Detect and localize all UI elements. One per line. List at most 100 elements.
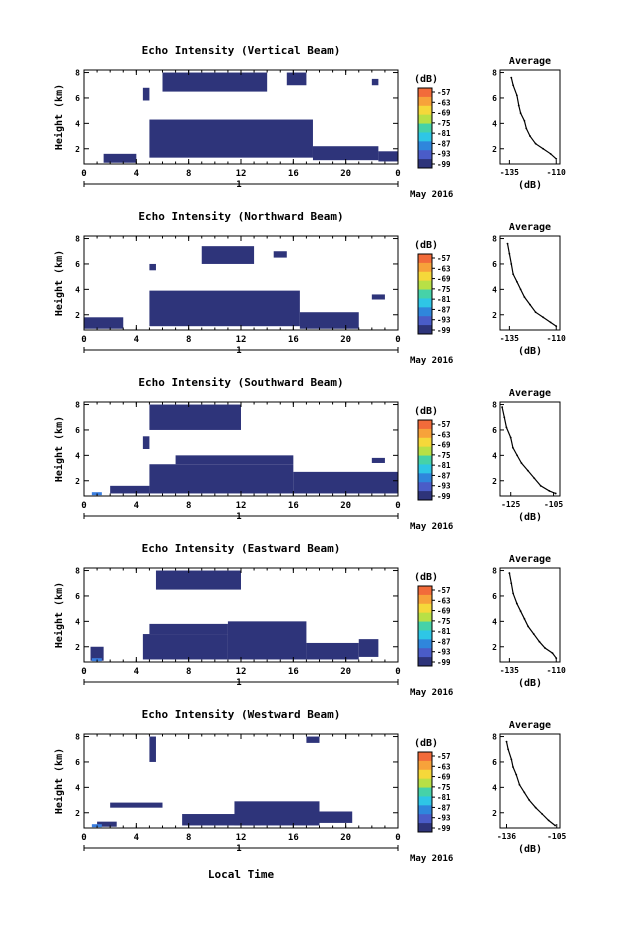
colorbar-tick-label: -87	[437, 139, 451, 148]
profile-point	[544, 647, 546, 649]
profile-point	[542, 147, 545, 150]
echo-block	[149, 119, 313, 158]
profile-point	[501, 406, 504, 408]
profile-x-tick-label: -136	[497, 832, 516, 841]
colorbar-tick-label: -69	[437, 109, 451, 118]
colorbar-tick-label: -93	[437, 814, 451, 823]
x-tick-label: 0	[395, 501, 400, 511]
colorbar-tick-label: -69	[437, 441, 451, 450]
colorbar-swatch	[418, 316, 432, 326]
x-tick-label: 0	[81, 833, 86, 843]
colorbar-tick-label: -81	[437, 129, 451, 138]
profile-point	[512, 84, 515, 87]
colorbar-tick-label: -93	[437, 648, 451, 657]
colorbar-swatch	[418, 787, 432, 797]
profile-point	[549, 152, 552, 155]
colorbar-swatch	[418, 132, 432, 142]
x-tick-label: 0	[395, 335, 400, 345]
x-tick-label: 16	[288, 335, 299, 345]
profile-point	[512, 766, 514, 768]
x-tick-label: 0	[395, 169, 400, 179]
profile-line	[510, 77, 557, 160]
echo-block	[149, 404, 241, 430]
x-tick-label: 0	[81, 335, 86, 345]
profile-point	[527, 625, 530, 628]
colorbar-swatch	[418, 307, 432, 317]
day-marker: 1	[236, 512, 241, 522]
x-tick-label: 12	[236, 335, 247, 345]
colorbar-swatch	[418, 464, 432, 474]
profile-point	[548, 490, 551, 492]
colorbar-tick-label: -87	[437, 471, 451, 480]
x-tick-label: 16	[288, 833, 299, 843]
colorbar-swatch	[418, 482, 432, 492]
y-tick-label: 2	[75, 809, 80, 818]
echo-block	[293, 471, 398, 494]
colorbar-swatch	[418, 823, 432, 833]
y-tick-label: 8	[75, 567, 80, 576]
profile-x-label: (dB)	[518, 678, 542, 689]
profile-x-tick-label: -135	[500, 666, 519, 675]
colorbar-tick-label: -99	[437, 492, 451, 501]
colorbar-tick-label: -63	[437, 264, 451, 273]
profile-point	[515, 602, 518, 605]
profile-x-tick-label: -110	[547, 168, 566, 177]
day-marker: 1	[236, 346, 241, 356]
colorbar-unit: (dB)	[414, 738, 438, 749]
echo-block	[142, 634, 228, 660]
y-tick-label: 6	[75, 260, 80, 269]
profile-x-label: (dB)	[518, 346, 542, 357]
x-tick-label: 20	[340, 833, 351, 843]
profile-point	[515, 773, 518, 776]
echo-block	[227, 621, 307, 660]
panel-title: Echo Intensity (Northward Beam)	[138, 210, 343, 223]
date-label: May 2016	[410, 522, 453, 532]
profile-point	[505, 740, 508, 743]
date-label: May 2016	[410, 190, 453, 200]
x-tick-label: 16	[288, 169, 299, 179]
colorbar-tick-label: -81	[437, 793, 451, 802]
x-tick-label: 20	[340, 169, 351, 179]
profile-y-tick-label: 8	[492, 401, 497, 410]
profile-point	[506, 242, 509, 245]
colorbar-tick-label: -81	[437, 295, 451, 304]
profile-point	[549, 321, 552, 324]
echo-block	[110, 485, 150, 494]
profile-point	[533, 477, 536, 480]
profile-point	[526, 469, 529, 472]
colorbar-swatch	[418, 455, 432, 465]
profile-point	[534, 806, 537, 809]
echo-block	[371, 457, 385, 463]
y-tick-label: 6	[75, 426, 80, 435]
colorbar-swatch	[418, 88, 432, 98]
day-marker: 1	[236, 180, 241, 190]
colorbar-frame	[417, 585, 433, 667]
profile-x-tick-label: -135	[500, 334, 519, 343]
y-axis-label: Height (km)	[53, 748, 65, 814]
colorbar-tick-label: -75	[437, 783, 451, 792]
x-tick-label: 12	[236, 501, 247, 511]
x-tick-label: 0	[81, 667, 86, 677]
panel-title: Echo Intensity (Southward Beam)	[138, 376, 343, 389]
colorbar-tick-label: -99	[437, 160, 451, 169]
colorbar-swatch	[418, 262, 432, 273]
colorbar-frame	[417, 253, 433, 335]
colorbar-swatch	[418, 446, 432, 457]
x-tick-label: 8	[186, 335, 191, 345]
day-marker: 1	[236, 844, 241, 854]
colorbar-tick-label: -87	[437, 305, 451, 314]
x-tick-label: 20	[340, 501, 351, 511]
colorbar-swatch	[418, 796, 432, 806]
y-axis-label: Height (km)	[53, 250, 65, 316]
profile-point	[554, 492, 557, 495]
colorbar-swatch	[418, 760, 432, 771]
profile-point	[538, 640, 541, 643]
colorbar-tick-label: -99	[437, 658, 451, 667]
date-label: May 2016	[410, 356, 453, 366]
profile-y-tick-label: 6	[492, 426, 497, 435]
profile-point	[508, 572, 511, 574]
colorbar-tick-label: -81	[437, 461, 451, 470]
echo-block	[149, 290, 300, 327]
echo-block	[378, 151, 398, 162]
x-tick-label: 8	[186, 501, 191, 511]
